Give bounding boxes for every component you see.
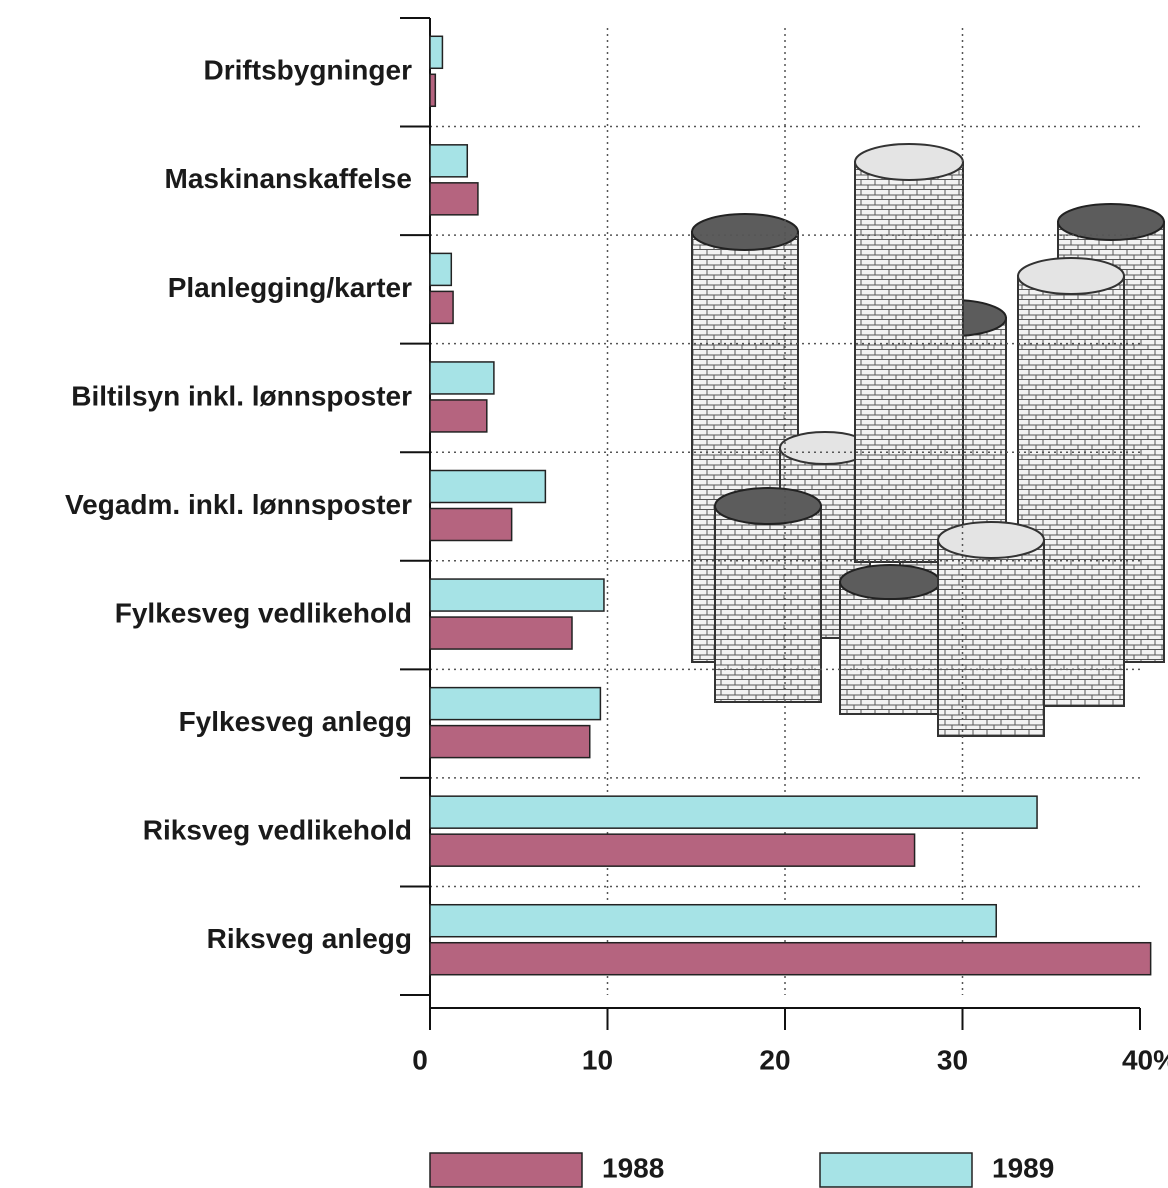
bar <box>429 361 495 395</box>
x-tick-label: 10 <box>582 1044 613 1075</box>
category-label: Fylkesveg vedlikehold <box>115 597 412 628</box>
legend-label: 1988 <box>602 1152 664 1183</box>
bar <box>429 290 454 325</box>
bar <box>429 399 488 433</box>
category-label: Driftsbygninger <box>204 55 413 86</box>
bar <box>429 35 444 70</box>
bar <box>429 941 1152 976</box>
category-label: Fylkesveg anlegg <box>179 706 412 737</box>
bar <box>429 833 916 867</box>
bar <box>429 507 513 542</box>
bar <box>429 144 469 178</box>
x-tick-label: 30 <box>937 1044 968 1075</box>
bar <box>429 469 547 504</box>
bar <box>429 903 997 938</box>
category-label: Maskinanskaffelse <box>165 163 412 194</box>
coin-illustration <box>691 143 1165 737</box>
bar <box>429 724 591 759</box>
legend-swatch <box>819 1152 973 1188</box>
legend-swatch <box>429 1152 583 1188</box>
bar <box>429 686 602 721</box>
category-label: Biltilsyn inkl. lønnsposter <box>71 380 412 411</box>
category-label: Riksveg vedlikehold <box>143 815 412 846</box>
bar <box>429 252 453 287</box>
category-label: Vegadm. inkl. lønnsposter <box>65 489 412 520</box>
bar <box>429 795 1038 829</box>
category-label: Planlegging/karter <box>168 272 412 303</box>
bar <box>429 73 437 108</box>
legend-label: 1989 <box>992 1152 1054 1183</box>
x-tick-label: 0 <box>412 1044 428 1075</box>
category-label: Riksveg anlegg <box>207 923 412 954</box>
x-tick-label: 20 <box>759 1044 790 1075</box>
bar <box>429 182 479 216</box>
bar <box>429 616 573 650</box>
bar <box>429 578 605 612</box>
x-tick-label: 40% <box>1122 1044 1168 1075</box>
